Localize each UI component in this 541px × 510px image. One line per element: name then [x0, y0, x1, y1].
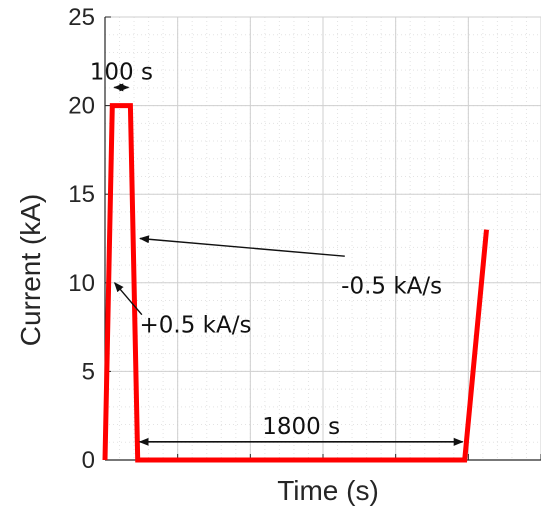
y-tick-label: 15	[68, 181, 95, 208]
annotation-arrow-ramp-down	[139, 235, 345, 257]
annotation-ramp-down: -0.5 kA/s	[341, 273, 442, 299]
annotation-flat-top: 100 s	[90, 59, 153, 85]
y-tick-label: 25	[68, 4, 95, 31]
y-tick-label: 0	[82, 447, 95, 474]
annotation-ramp-up: +0.5 kA/s	[140, 312, 252, 338]
y-tick-label: 20	[68, 93, 95, 120]
grid-major	[104, 16, 541, 461]
x-axis-label: Time (s)	[277, 475, 379, 506]
annotations: +0.5 kA/s -0.5 kA/s 100 s 1800 s	[90, 59, 464, 446]
y-tick-label: 5	[82, 358, 95, 385]
series-line	[102, 103, 489, 463]
annotation-arrow-ramp-up	[113, 282, 143, 316]
y-axis-label: Current (kA)	[15, 194, 46, 346]
series	[102, 103, 489, 463]
y-tick-label: 10	[68, 270, 95, 297]
annotation-flat-bottom: 1800 s	[262, 414, 340, 440]
